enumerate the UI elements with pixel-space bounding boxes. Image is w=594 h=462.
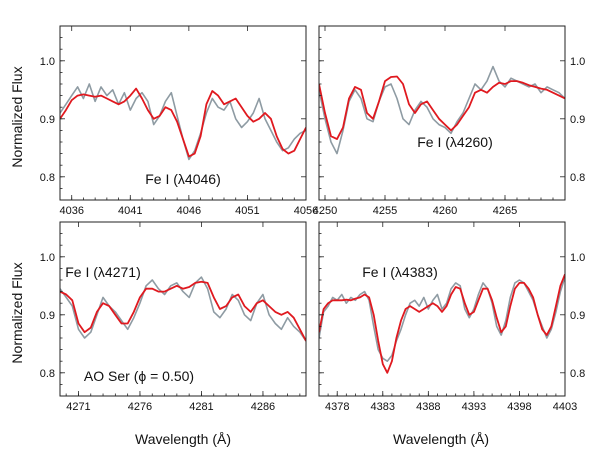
star-annotation: AO Ser (ϕ = 0.50) (84, 368, 194, 384)
panel-fe4383: 4378 4383 4388 4393 4398 4403 0.8 0.9 1.0 Fe I (λ… (318, 221, 585, 413)
x-tick-label: 4281 (189, 401, 213, 413)
panel-fe4260: 4250 4255 4260 4265 0.8 0.9 1.0 Fe I (λ4260) (313, 25, 585, 217)
model-spectrum-line (319, 75, 565, 141)
model-spectrum-line (60, 87, 306, 158)
x-tick-label: 4393 (462, 401, 486, 413)
y-tick-label: 1.0 (570, 56, 585, 68)
observed-spectrum-line (60, 83, 306, 161)
x-tick-label: 4378 (325, 401, 349, 413)
panel-frame (318, 25, 566, 201)
x-tick-label: 4286 (251, 401, 275, 413)
panel-fe4271: 4271 4276 4281 4286 0.8 0.9 1.0 Fe I (λ4271) AO … (40, 221, 307, 413)
x-tick-label: 4041 (118, 205, 142, 217)
y-tick-label: 0.8 (570, 172, 585, 184)
y-tick-label: 0.8 (40, 172, 55, 184)
x-tick-label: 4056 (294, 205, 318, 217)
panel-frame (59, 25, 307, 201)
line-annotation: Fe I (λ4260) (417, 134, 492, 150)
panel-frame (318, 221, 566, 397)
x-tick-label: 4388 (416, 401, 440, 413)
model-spectrum-line (60, 280, 306, 342)
y-axis-title-bottom: Normalized Flux (9, 262, 25, 363)
x-tick-label: 4046 (177, 205, 201, 217)
y-tick-label: 0.9 (570, 114, 585, 126)
panel-frame (59, 221, 307, 397)
x-tick-label: 4276 (128, 401, 152, 413)
x-tick-label: 4255 (373, 205, 397, 217)
x-tick-label: 4051 (235, 205, 259, 217)
x-tick-label: 4398 (507, 401, 531, 413)
y-tick-label: 1.0 (570, 252, 585, 264)
y-tick-label: 1.0 (40, 56, 55, 68)
x-tick-label: 4383 (371, 401, 395, 413)
y-tick-label: 0.9 (40, 114, 55, 126)
x-tick-label: 4403 (553, 401, 577, 413)
panel-fe4046: 4036 4041 4046 4051 4056 0.8 0.9 1.0 Fe I (λ4046… (40, 25, 318, 217)
line-annotation: Fe I (λ4271) (65, 264, 140, 280)
x-tick-label: 4036 (59, 205, 83, 217)
line-annotation: Fe I (λ4383) (362, 264, 437, 280)
x-tick-label: 4260 (433, 205, 457, 217)
x-tick-label: 4271 (66, 401, 90, 413)
x-axis-title-left: Wavelength (Å) (135, 431, 231, 447)
y-tick-label: 0.9 (570, 310, 585, 322)
x-tick-label: 4250 (313, 205, 337, 217)
model-spectrum-line (319, 273, 565, 374)
observed-spectrum-line (319, 276, 565, 363)
y-tick-label: 1.0 (40, 252, 55, 264)
y-axis-title-top: Normalized Flux (9, 66, 25, 167)
line-annotation: Fe I (λ4046) (145, 171, 220, 187)
observed-spectrum-line (60, 276, 306, 342)
y-tick-label: 0.8 (570, 368, 585, 380)
x-tick-label: 4265 (493, 205, 517, 217)
y-tick-label: 0.9 (40, 310, 55, 322)
observed-spectrum-line (319, 65, 565, 155)
x-axis-title-right: Wavelength (Å) (393, 431, 489, 447)
y-tick-label: 0.8 (40, 368, 55, 380)
